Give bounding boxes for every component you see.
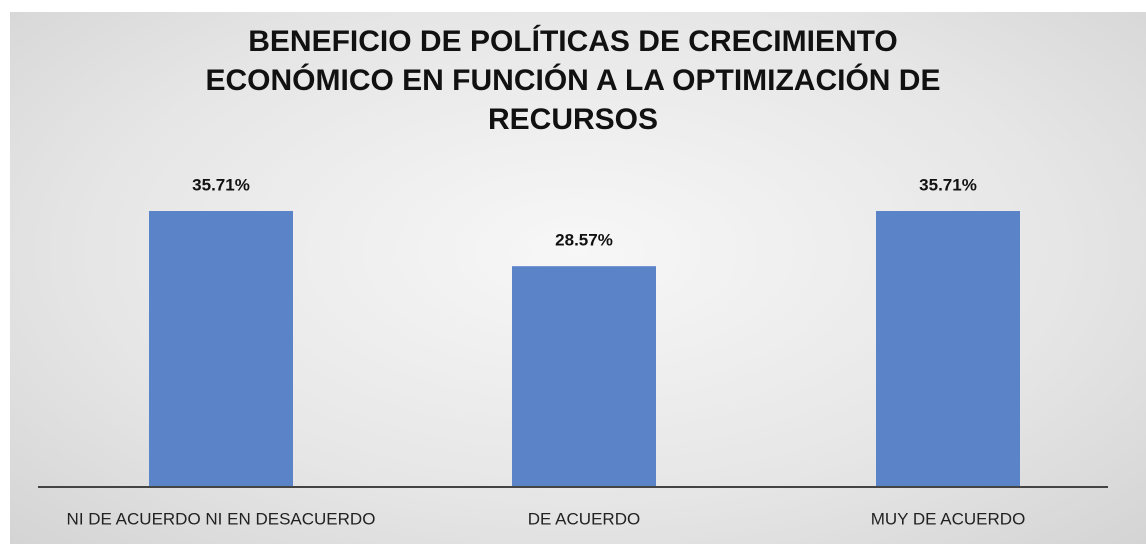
- x-tick-label: DE ACUERDO: [528, 509, 640, 528]
- x-tick-label: NI DE ACUERDO NI EN DESACUERDO: [67, 509, 376, 528]
- data-label: 35.71%: [192, 175, 250, 194]
- x-tick-label: MUY DE ACUERDO: [871, 509, 1026, 528]
- bar: [876, 211, 1020, 487]
- bar: [149, 211, 293, 487]
- data-label: 35.71%: [919, 175, 977, 194]
- bar: [512, 266, 656, 487]
- data-label: 28.57%: [555, 231, 613, 250]
- chart-title: BENEFICIO DE POLÍTICAS DE CRECIMIENTO EC…: [205, 25, 941, 136]
